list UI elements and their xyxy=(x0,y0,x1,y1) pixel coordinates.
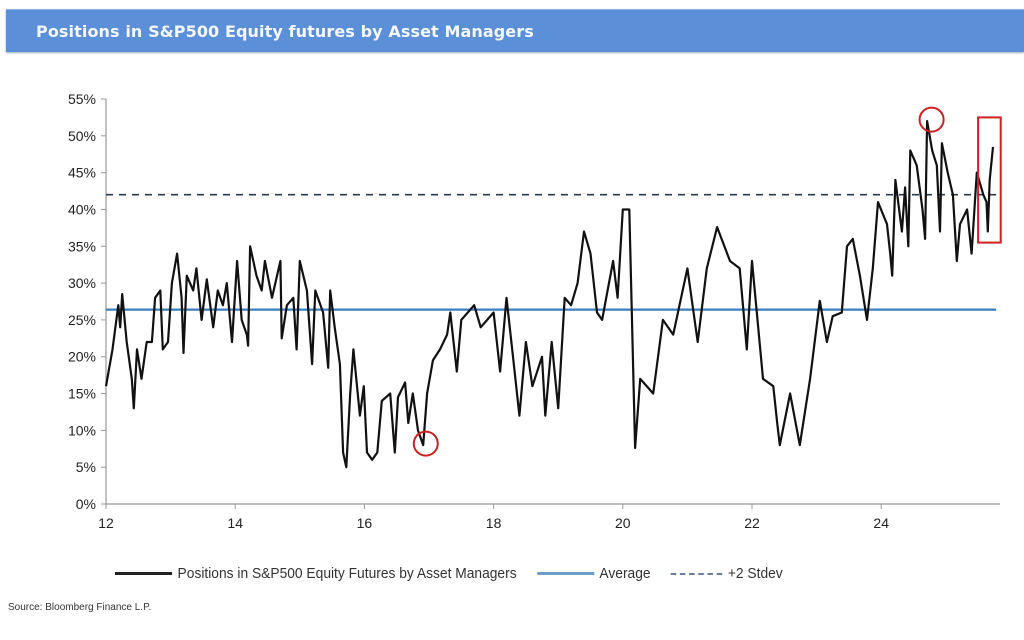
annotation-circle xyxy=(918,106,945,133)
legend-item-average: Average xyxy=(536,565,651,582)
legend-swatch-dashed xyxy=(670,572,723,575)
x-tick-label: 14 xyxy=(227,515,243,531)
axes: 0% 5% 10% 15% 20% 25% 30% 35% 40% 45% 50% 55% 12 14 16… xyxy=(68,91,1001,531)
x-tick-label: 16 xyxy=(357,515,373,531)
chart-title: Positions in S&P500 Equity futures by As… xyxy=(36,22,534,41)
x-tick-label: 20 xyxy=(615,515,631,531)
legend: Positions in S&P500 Equity Futures by As… xyxy=(115,565,803,582)
positions-series-line xyxy=(104,120,995,469)
legend-swatch-solid-black xyxy=(115,572,173,575)
reference-lines xyxy=(106,193,997,311)
y-tick-label: 25% xyxy=(68,312,96,328)
x-tick-label: 24 xyxy=(873,515,889,531)
x-tick-label: 18 xyxy=(486,515,502,531)
x-tick-label: 22 xyxy=(744,515,760,531)
legend-swatch-solid-blue xyxy=(536,572,594,575)
annotations xyxy=(412,106,1002,457)
y-tick-label: 0% xyxy=(76,496,96,512)
x-tick-label: 12 xyxy=(98,515,114,531)
y-tick-label: 30% xyxy=(68,275,96,291)
chart-title-bar: Positions in S&P500 Equity futures by As… xyxy=(6,9,1024,52)
y-tick-label: 55% xyxy=(68,91,96,107)
legend-label-positions: Positions in S&P500 Equity Futures by As… xyxy=(177,565,517,582)
y-tick-label: 40% xyxy=(68,201,96,217)
y-tick-label: 50% xyxy=(68,128,96,144)
y-tick-label: 15% xyxy=(68,386,96,402)
y-tick-label: 45% xyxy=(68,165,96,181)
annotation-rectangle xyxy=(977,116,1002,244)
annotation-circle xyxy=(412,430,439,457)
legend-item-stdev: +2 Stdev xyxy=(670,565,783,582)
source-note: Source: Bloomberg Finance L.P. xyxy=(8,602,152,613)
legend-item-positions: Positions in S&P500 Equity Futures by As… xyxy=(115,565,517,582)
y-tick-label: 10% xyxy=(68,422,96,438)
legend-label-stdev: +2 Stdev xyxy=(727,565,783,582)
y-tick-label: 35% xyxy=(68,238,96,254)
series xyxy=(104,120,995,469)
y-tick-label: 5% xyxy=(76,459,96,475)
legend-label-average: Average xyxy=(599,565,651,582)
y-tick-label: 20% xyxy=(68,349,96,365)
